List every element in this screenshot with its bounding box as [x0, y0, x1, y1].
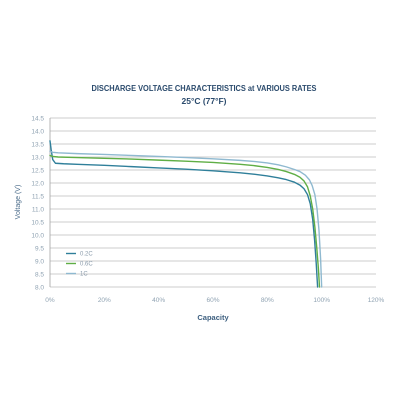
x-axis-label: Capacity — [197, 313, 229, 322]
series-line-1c — [49, 150, 323, 288]
y-tick-label: 8.5 — [35, 271, 44, 278]
legend-label: 0.6C — [80, 262, 93, 268]
y-tick-label: 13.5 — [31, 141, 44, 148]
y-tick-label: 14.5 — [31, 115, 44, 122]
series-line-0-6c — [49, 154, 321, 288]
y-tick-label: 8.0 — [35, 284, 44, 291]
series-lines — [49, 140, 323, 288]
x-tick-label: 20% — [98, 297, 111, 304]
legend-label: 0.2C — [80, 252, 93, 258]
y-tick-label: 9.5 — [35, 245, 44, 252]
legend-label: 1C — [80, 272, 88, 278]
y-axis-label: Voltage (V) — [15, 185, 22, 220]
chart-title: DISCHARGE VOLTAGE CHARACTERISTICS at VAR… — [92, 84, 318, 93]
x-tick-label: 80% — [261, 297, 274, 304]
gridlines — [50, 117, 376, 288]
y-tick-label: 12.5 — [31, 167, 44, 174]
x-tick-label: 40% — [152, 297, 165, 304]
legend: 0.2C 0.6C 1C — [66, 252, 93, 278]
x-tick-label: 60% — [206, 297, 219, 304]
y-tick-label: 9.0 — [35, 258, 44, 265]
x-tick-label: 0% — [45, 297, 55, 304]
series-line-0-2c — [49, 140, 319, 288]
y-tick-label: 11.0 — [32, 206, 45, 213]
chart-subtitle: 25°C (77°F) — [182, 97, 227, 106]
y-tick-label: 12.0 — [31, 180, 44, 187]
y-tick-label: 10.0 — [31, 232, 44, 239]
y-tick-label: 13.0 — [31, 154, 44, 161]
x-tick-label: 100% — [313, 297, 330, 304]
y-tick-label: 14.0 — [31, 128, 44, 135]
y-tick-label: 10.5 — [31, 219, 44, 226]
x-tick-labels: 0% 20% 40% 60% 80% 100% 120% — [45, 297, 384, 304]
x-tick-label: 120% — [368, 297, 385, 304]
y-tick-label: 11.5 — [32, 193, 45, 200]
y-tick-labels: 14.5 14.0 13.5 13.0 12.5 12.0 11.5 11.0 10.5 10.0… — [31, 115, 44, 291]
